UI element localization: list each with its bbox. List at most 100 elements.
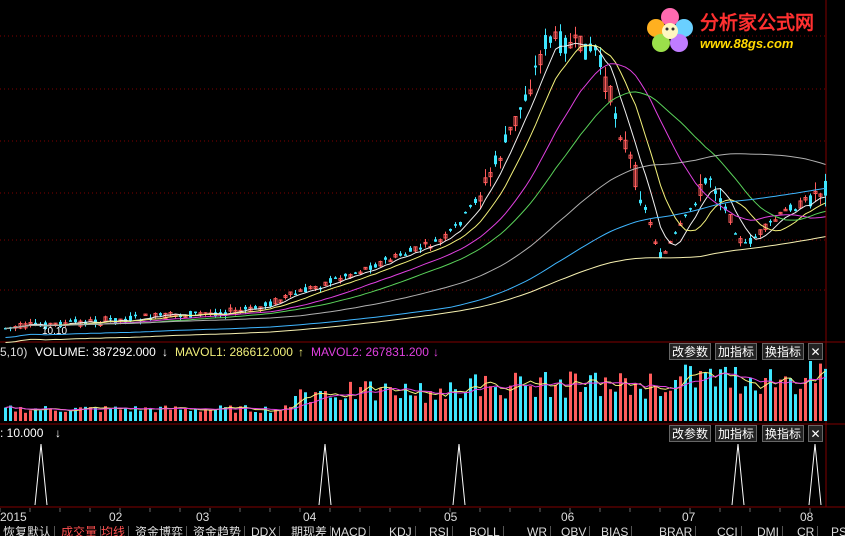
candle-body [538, 54, 543, 66]
volume-bar [189, 410, 192, 421]
volume-bar [424, 402, 427, 421]
candle-body [728, 214, 733, 223]
ind-switch-indicator-button[interactable]: 换指标 [762, 425, 804, 442]
volume-bar [399, 398, 402, 421]
volume-bar [164, 405, 167, 421]
candle-body [618, 137, 623, 140]
candle-body [758, 229, 763, 235]
volume-bar [154, 412, 157, 421]
volume-bar [629, 394, 632, 421]
candle-body [194, 311, 197, 314]
tab-0[interactable]: 恢复默认 [0, 526, 56, 536]
volume-bar [129, 411, 132, 421]
volume-bar [59, 411, 62, 421]
candle-body [744, 242, 747, 244]
tab-7[interactable]: MACD [328, 526, 371, 536]
candle-body [59, 321, 62, 328]
volume-bar [174, 406, 177, 421]
volume-bar [564, 397, 567, 421]
tab-18[interactable]: PSY [828, 526, 845, 536]
vol-close-icon[interactable]: ✕ [808, 343, 823, 360]
tab-5[interactable]: DDX [248, 526, 281, 536]
volume-bar [649, 373, 652, 421]
candle-body [513, 116, 518, 127]
date-label: 2015 [0, 510, 27, 524]
candle-body [813, 190, 818, 195]
tab-8[interactable]: KDJ [386, 526, 416, 536]
tab-9[interactable]: RSI [426, 526, 454, 536]
tab-12[interactable]: OBV [558, 526, 591, 536]
candle-body [773, 219, 778, 222]
volume-bar [704, 372, 707, 421]
vol-params-button[interactable]: 改参数 [669, 343, 711, 360]
tab-2[interactable]: 均线 [98, 526, 130, 536]
ind-add-indicator-button[interactable]: 加指标 [715, 425, 757, 442]
mavol2-arrow-icon: ↓ [433, 345, 439, 359]
candle-body [584, 43, 587, 60]
candle-body [189, 311, 192, 318]
tab-10[interactable]: BOLL [466, 526, 504, 536]
volume-bar [454, 389, 457, 421]
candle-body [674, 232, 677, 234]
volume-bar [394, 395, 397, 421]
candle-body [129, 315, 132, 322]
volume-bar [799, 388, 802, 421]
signal-spike [808, 443, 822, 506]
candle-body [689, 208, 692, 210]
volume-bar [199, 411, 202, 421]
volume-bar [744, 386, 747, 421]
volume-bar [614, 391, 617, 421]
vol-switch-indicator-button[interactable]: 换指标 [762, 343, 804, 360]
volume-bar [514, 372, 517, 421]
tab-13[interactable]: BIAS [598, 526, 633, 536]
volume-bar [539, 377, 542, 421]
vol-add-indicator-button[interactable]: 加指标 [715, 343, 757, 360]
tab-6[interactable]: 期现差 [288, 526, 332, 536]
tab-16[interactable]: DMI [754, 526, 783, 536]
candle-body [294, 293, 297, 296]
volume-bar [119, 409, 122, 421]
candle-body [709, 178, 712, 180]
tab-17[interactable]: CR [794, 526, 819, 536]
volume-bar [584, 387, 587, 421]
volume-ma-lines [5, 370, 826, 412]
candle-body [388, 259, 393, 263]
volume-bar [94, 407, 97, 421]
candle-body [633, 164, 638, 188]
volume-bar [809, 361, 812, 421]
signal-spike [34, 443, 48, 506]
candle-body [623, 139, 628, 150]
ind-close-icon[interactable]: ✕ [808, 425, 823, 442]
tab-3[interactable]: 资金博弈 [132, 526, 188, 536]
volume-bar [409, 395, 412, 421]
candle-body [334, 277, 337, 279]
candle-body [69, 320, 72, 322]
tab-14[interactable]: BRAR [656, 526, 697, 536]
volume-bar [734, 367, 737, 421]
candle-body [254, 306, 257, 309]
volume-bar [469, 378, 472, 421]
tab-4[interactable]: 资金趋势 [190, 526, 246, 536]
candle-body [219, 312, 222, 314]
candle-body [278, 299, 283, 304]
tab-11[interactable]: WR [524, 526, 551, 536]
volume-bar [369, 381, 372, 421]
candle-body [559, 31, 562, 54]
candle-body [818, 193, 823, 197]
ind-params-button[interactable]: 改参数 [669, 425, 711, 442]
volume-bar [99, 411, 102, 421]
volume-bar [89, 407, 92, 421]
candle-body [474, 198, 477, 203]
volume-bar [449, 382, 452, 421]
chart-grid [0, 0, 845, 512]
volume-bar [104, 406, 107, 421]
tab-15[interactable]: CCI [714, 526, 742, 536]
volume-bar [269, 412, 272, 421]
volume-bar [124, 408, 127, 421]
candle-body [369, 265, 372, 270]
volume-bar [229, 405, 232, 421]
tab-1[interactable]: 成交量 [58, 526, 102, 536]
candle-body [378, 261, 383, 267]
ma-line [5, 187, 826, 338]
